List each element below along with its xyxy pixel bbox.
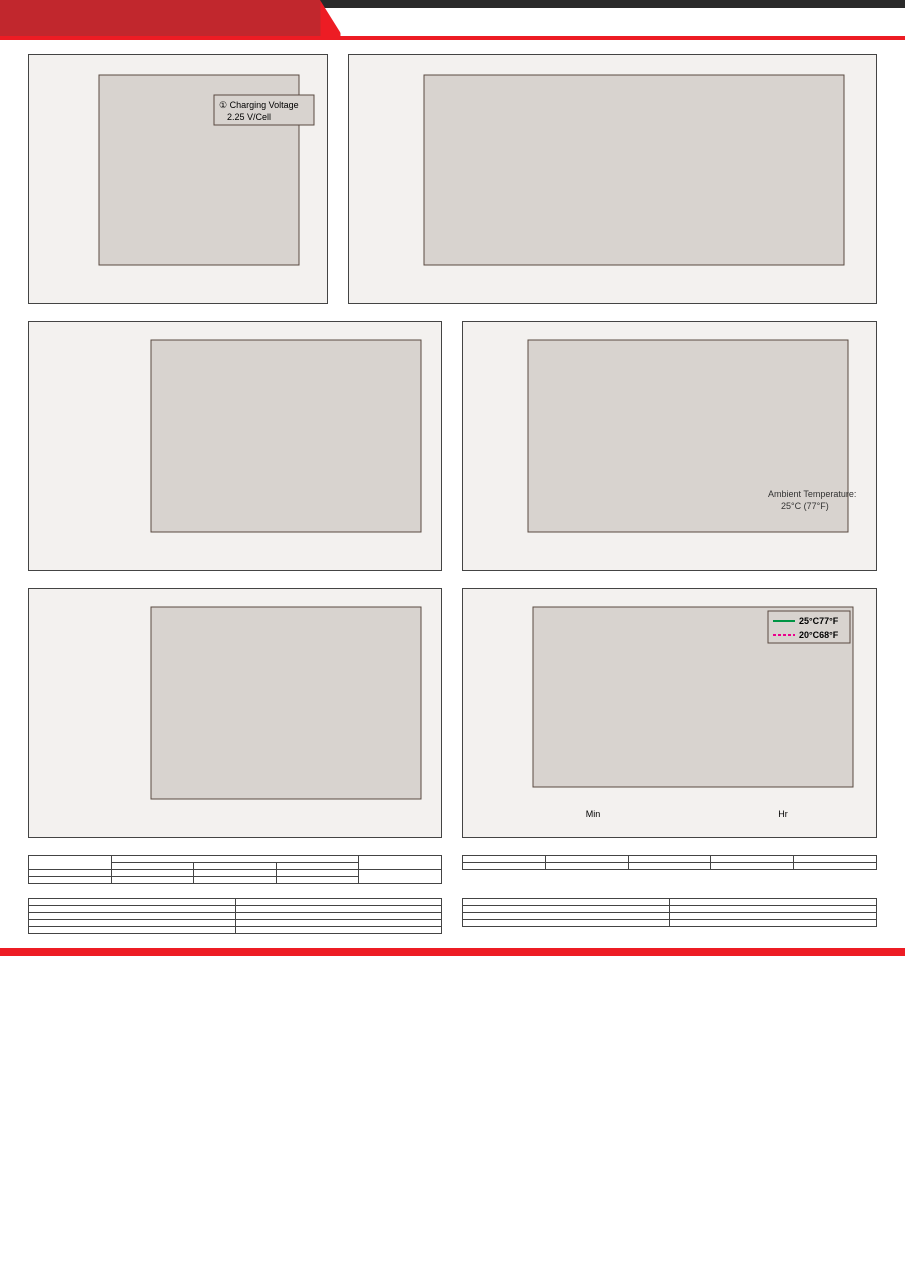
cp-sh-range	[276, 863, 359, 870]
header-red-underline	[0, 36, 905, 40]
cycle-life-panel: Ambient Temperature: 25°C (77°F)	[462, 317, 877, 574]
cp-h-app	[29, 856, 112, 870]
capacity-retention-panel	[348, 50, 877, 307]
table-row	[463, 920, 877, 927]
cycle-charge-panel	[28, 584, 442, 841]
discharge-table	[462, 855, 877, 870]
trickle-panel: ① Charging Voltage 2.25 V/Cell	[28, 50, 328, 307]
table-row	[29, 906, 442, 913]
table-row	[463, 906, 877, 913]
self-discharge-panel	[462, 894, 877, 927]
table-row	[29, 913, 442, 920]
temp-capacity-table	[28, 898, 442, 934]
svg-text:2.25 V/Cell: 2.25 V/Cell	[227, 112, 271, 122]
temp-capacity-panel	[28, 894, 442, 934]
charging-procedures-panel	[28, 851, 442, 884]
table-row	[29, 920, 442, 927]
svg-text:① Charging Voltage: ① Charging Voltage	[219, 100, 299, 110]
cp-sh-temp	[111, 863, 194, 870]
svg-text:25°C (77°F): 25°C (77°F)	[781, 501, 829, 511]
trickle-chart: ① Charging Voltage 2.25 V/Cell	[28, 54, 328, 304]
cycle-charge-chart	[28, 588, 442, 838]
svg-text:Ambient Temperature:: Ambient Temperature:	[768, 489, 856, 499]
table-row	[463, 856, 877, 863]
self-discharge-table	[462, 898, 877, 927]
standby-charge-panel	[28, 317, 442, 574]
svg-text:Hr: Hr	[778, 809, 788, 819]
terminal-voltage-panel: 25°C77°F 20°C68°F Min Hr	[462, 584, 877, 841]
footer-red-bar	[0, 948, 905, 956]
discharge-table-panel	[462, 851, 877, 870]
cp-h-cv	[111, 856, 359, 863]
table-row	[463, 863, 877, 870]
capacity-retention-chart	[348, 54, 877, 304]
table-row	[29, 870, 442, 877]
svg-text:20°C68°F: 20°C68°F	[799, 630, 839, 640]
svg-text:Min: Min	[586, 809, 601, 819]
charging-procedures-table	[28, 855, 442, 884]
terminal-voltage-chart: 25°C77°F 20°C68°F Min Hr	[462, 588, 877, 838]
svg-text:25°C77°F: 25°C77°F	[799, 616, 839, 626]
cp-sh-set	[194, 863, 277, 870]
table-row	[29, 927, 442, 934]
header-bar	[0, 0, 905, 40]
cp-h-max	[359, 856, 442, 870]
table-row	[463, 913, 877, 920]
cycle-life-chart: Ambient Temperature: 25°C (77°F)	[462, 321, 877, 571]
standby-charge-chart	[28, 321, 442, 571]
